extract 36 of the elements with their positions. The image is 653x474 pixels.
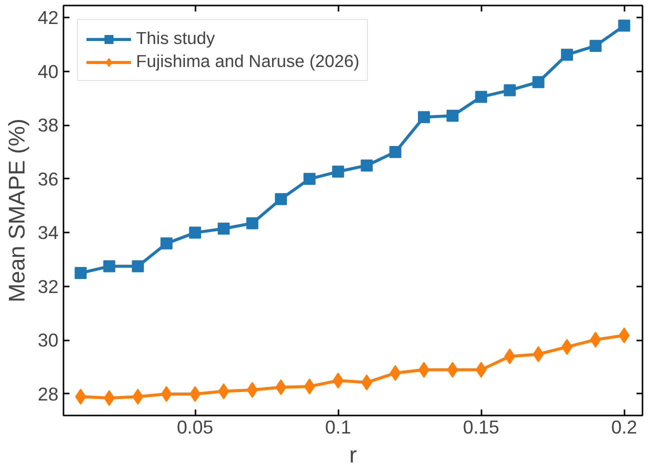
point <box>189 226 202 239</box>
y-tick-label: 32 <box>38 276 59 297</box>
legend-label: Fujishima and Naruse (2026) <box>136 51 360 72</box>
point <box>532 76 544 88</box>
x-tick-label: 0.05 <box>176 416 214 438</box>
point <box>446 110 459 122</box>
point <box>74 267 87 280</box>
point <box>418 111 430 124</box>
point <box>360 159 373 172</box>
point <box>274 193 287 206</box>
x-tick-label: 0.2 <box>611 416 638 438</box>
point <box>618 20 630 32</box>
point <box>389 146 402 158</box>
point <box>475 90 488 103</box>
x-axis-title: r <box>349 442 358 468</box>
y-tick-label: 36 <box>38 168 59 190</box>
y-tick-label: 30 <box>38 330 59 351</box>
point <box>103 260 116 272</box>
y-tick-label: 34 <box>38 222 59 244</box>
point <box>590 40 602 52</box>
point <box>560 48 573 61</box>
y-axis-title: Mean SMAPE (%) <box>4 118 30 302</box>
y-tick-label: 38 <box>38 114 59 136</box>
point <box>504 84 516 96</box>
y-tick-label: 28 <box>38 383 59 404</box>
y-tick-label: 40 <box>38 60 59 82</box>
point <box>246 217 258 230</box>
x-tick-label: 0.1 <box>325 416 352 438</box>
point <box>132 260 144 272</box>
point <box>304 172 316 185</box>
point <box>218 222 230 235</box>
point <box>160 237 172 250</box>
y-tick-label: 42 <box>38 7 59 28</box>
x-tick-label: 0.15 <box>463 416 500 438</box>
legend-label: This study <box>136 28 215 49</box>
point <box>332 166 344 178</box>
